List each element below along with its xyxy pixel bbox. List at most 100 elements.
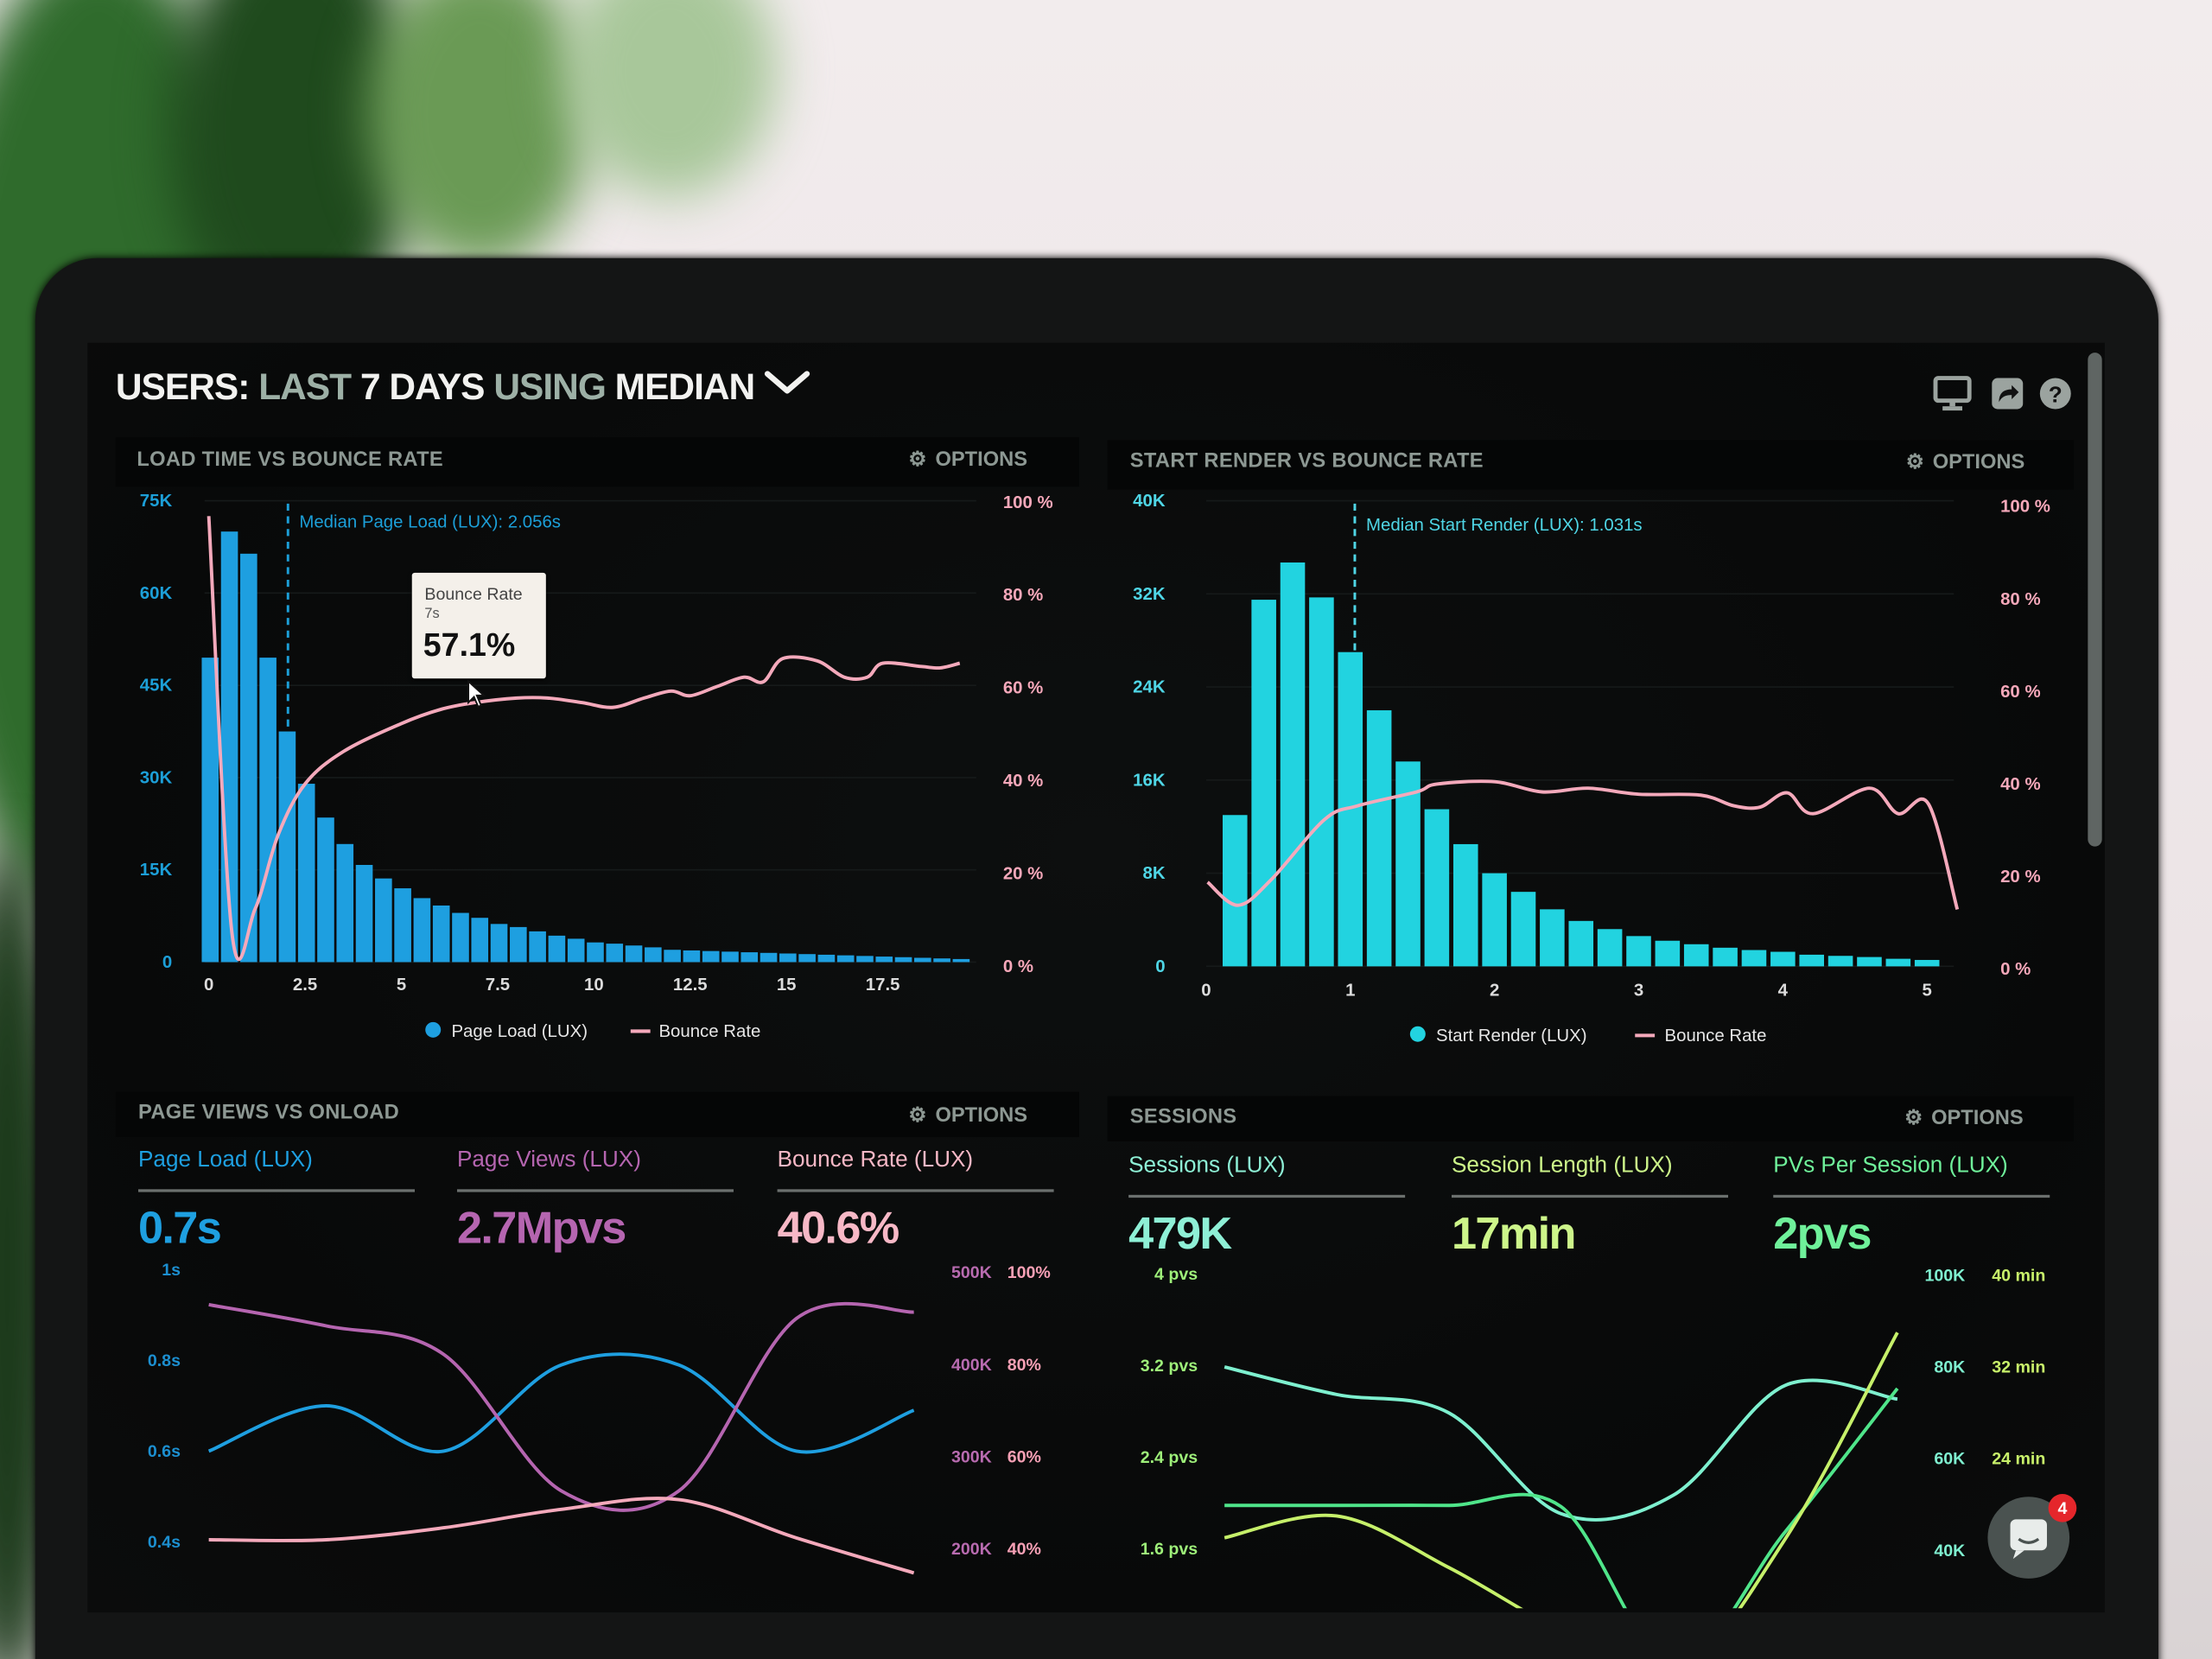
histogram-bar [1482,873,1507,967]
histogram-bar [914,957,931,963]
metric-label: Page Views (LUX) [456,1147,641,1173]
share-icon[interactable] [1991,377,2024,410]
metric-label: Session Length (LUX) [1451,1154,1673,1179]
options-button[interactable]: ⚙ OPTIONS [1904,1108,2024,1130]
legend-bar-label: Start Render (LUX) [1436,1027,1587,1046]
tooltip-title: Bounce Rate [424,583,523,604]
options-label: OPTIONS [1931,1107,2024,1130]
scrollbar-thumb[interactable] [2088,353,2102,847]
histogram-bar [259,658,276,963]
histogram-bar [606,944,624,963]
x-axis-tick: 2.5 [293,976,317,995]
gear-icon: ⚙ [1905,451,1924,474]
y-axis-right-tick: 20 % [1003,864,1043,883]
y-axis-left-tick: 0.4s [148,1533,181,1552]
y-axis-right-tick: 0 % [2000,960,2031,979]
y-axis-right-tick: 500K [951,1263,992,1282]
help-icon[interactable]: ? [2038,377,2072,410]
dashboard-screen [87,342,2105,1613]
histogram-bar [297,784,315,963]
histogram-bar [1597,929,1623,967]
median-annotation: Median Start Render (LUX): 1.031s [1366,516,1643,535]
histogram-bar [1366,710,1392,967]
legend-line-label: Bounce Rate [1665,1027,1767,1046]
x-axis-tick: 4 [1778,982,1789,1001]
y-axis-right-tick: 100% [1007,1263,1051,1282]
y-axis-right-tick: 200K [951,1540,992,1559]
histogram-bar [529,931,546,963]
histogram-bar [317,817,334,963]
x-axis-tick: 15 [777,976,797,995]
y-axis-right-tick: 80K [1934,1358,1965,1377]
title-part: LAST [258,365,352,408]
y-axis-right-tick: 60K [1934,1450,1965,1469]
cursor-arrow-icon [467,679,486,709]
svg-text:?: ? [2049,381,2063,407]
histogram-bar [779,953,797,963]
histogram-bar [645,947,662,963]
metric-divider [137,1189,415,1192]
histogram-bar [741,952,759,963]
histogram-bar [952,958,970,963]
options-button[interactable]: ⚙ OPTIONS [1906,451,2025,474]
legend-bar-swatch [1409,1026,1426,1042]
legend-bar-swatch [425,1021,442,1038]
panel-title: START RENDER VS BOUNCE RATE [1129,449,1484,473]
monitor-icon[interactable] [1933,375,1973,411]
y-axis-left-tick: 1s [162,1261,181,1280]
gear-icon: ⚙ [908,448,927,472]
histogram-bar [933,958,950,963]
x-axis-tick: 10 [584,976,604,995]
histogram-bar [1683,944,1709,967]
histogram-bar [510,926,527,963]
tooltip-subtitle: 7s [424,607,440,622]
y-axis-right-tick: 80 % [1003,586,1043,605]
histogram-bar [490,924,508,963]
histogram-bar [1251,600,1276,967]
y-axis-right-tick: 0 % [1003,957,1033,976]
histogram-bar [1452,843,1478,967]
histogram-bar [683,950,701,963]
options-button[interactable]: ⚙ OPTIONS [908,1104,1027,1127]
chat-badge: 4 [2048,1493,2077,1522]
panel-title: LOAD TIME VS BOUNCE RATE [137,448,443,472]
histogram-bar [1280,562,1306,967]
y-axis-right-tick: 32 min [1992,1358,2045,1377]
series-line-page-views-lux- [208,1301,914,1512]
histogram-bar [1424,809,1450,967]
histogram-bar [1510,892,1536,967]
histogram-bar [875,957,893,963]
metric-divider [456,1189,734,1192]
y-axis-right-tick: 40% [1007,1540,1041,1559]
dashboard-title-dropdown[interactable]: USERS: LAST 7 DAYS USING MEDIAN [116,365,812,410]
options-button[interactable]: ⚙ OPTIONS [908,448,1027,471]
x-axis-tick: 17.5 [866,976,900,995]
title-part: 7 DAYS [359,365,486,408]
metric-value: 2.7Mpvs [456,1202,626,1253]
metric-divider [777,1189,1054,1192]
y-axis-left-tick: 0 [162,953,172,972]
histogram-bar [1713,947,1738,967]
histogram-bar [278,731,296,963]
histogram-bar [721,951,739,963]
histogram-bar [664,950,681,963]
histogram-bar [587,942,604,963]
y-axis-right-tick: 40 min [1992,1266,2045,1285]
metric-divider [1451,1194,1728,1198]
panel-header-load-time [115,437,1079,487]
title-part: MEDIAN [614,365,756,408]
options-label: OPTIONS [1932,451,2025,474]
histogram-bar [336,843,354,963]
histogram-bar [567,938,585,963]
y-axis-right-tick: 80 % [2000,590,2040,609]
series-line-page-load-lux- [207,1352,915,1454]
line-series-group [1224,1332,1899,1609]
y-axis-left-tick: 45K [140,677,173,696]
chevron-down-icon[interactable] [764,368,812,397]
series-line-sessions-lux- [1224,1365,1898,1522]
options-label: OPTIONS [935,448,1028,472]
histogram-bar [894,957,912,963]
y-axis-left-tick: 15K [140,861,173,880]
x-axis-tick: 2 [1490,982,1499,1001]
